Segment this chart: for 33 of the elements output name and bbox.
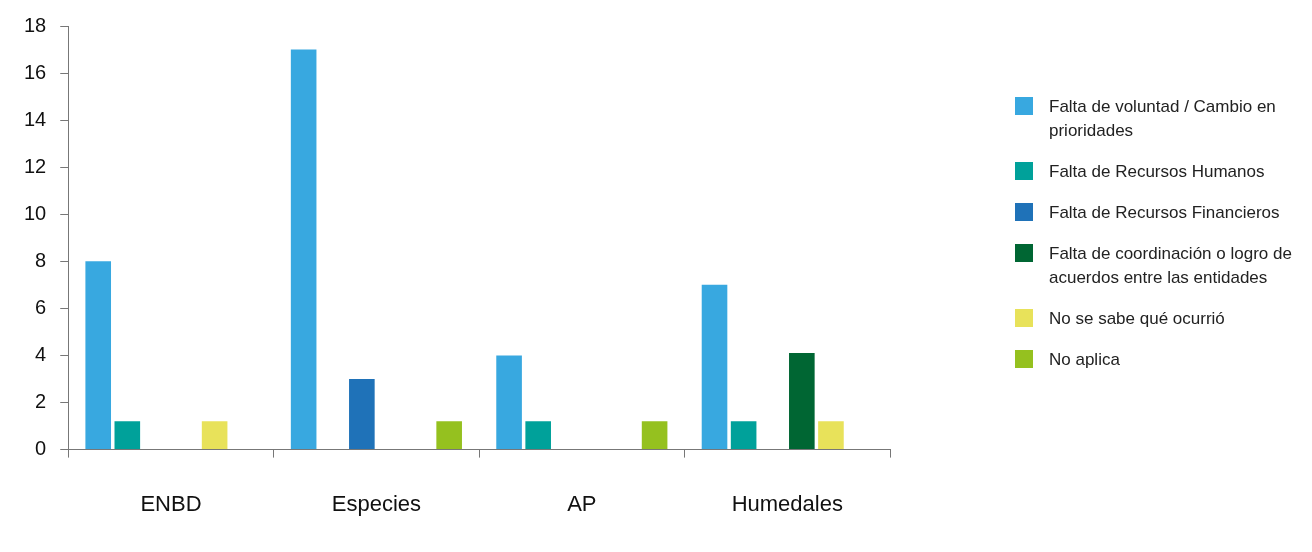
y-tick-label: 6 [35, 295, 47, 318]
legend-label: Falta de Recursos Humanos [1049, 161, 1265, 183]
x-tick-label: AP [567, 490, 597, 516]
x-tick-label: Humedales [731, 490, 843, 516]
y-tick-label: 0 [35, 437, 47, 460]
y-tick-label: 14 [24, 107, 47, 130]
legend-label: Falta de coordinación o logro de acuerdos entre las entidades [1049, 243, 1293, 289]
bar [730, 421, 757, 450]
legend-label: Falta de Recursos Financieros [1049, 202, 1280, 224]
y-tick-label: 12 [24, 154, 47, 177]
bar [789, 353, 815, 450]
legend-label: Falta de voluntad / Cambio en prioridades [1049, 96, 1277, 142]
legend-label: No aplica [1049, 349, 1120, 371]
y-tick-label: 18 [24, 13, 47, 36]
bar [349, 379, 375, 450]
x-tick-label: Especies [331, 490, 422, 516]
bar [201, 421, 228, 450]
legend-label: No se sabe qué ocurrió [1049, 308, 1225, 330]
x-tick-label: ENBD [140, 490, 202, 516]
bar [85, 261, 112, 450]
bar [701, 284, 728, 450]
bar [818, 421, 844, 450]
y-tick-label: 10 [24, 201, 47, 224]
bar [641, 421, 668, 450]
bar [525, 421, 551, 450]
bar [436, 421, 462, 450]
y-tick-label: 4 [35, 342, 47, 365]
bar [114, 421, 141, 450]
bar [290, 49, 317, 450]
y-tick-label: 16 [24, 60, 47, 83]
y-tick-label: 8 [35, 248, 47, 271]
bar [496, 355, 522, 450]
y-tick-label: 2 [35, 390, 47, 413]
